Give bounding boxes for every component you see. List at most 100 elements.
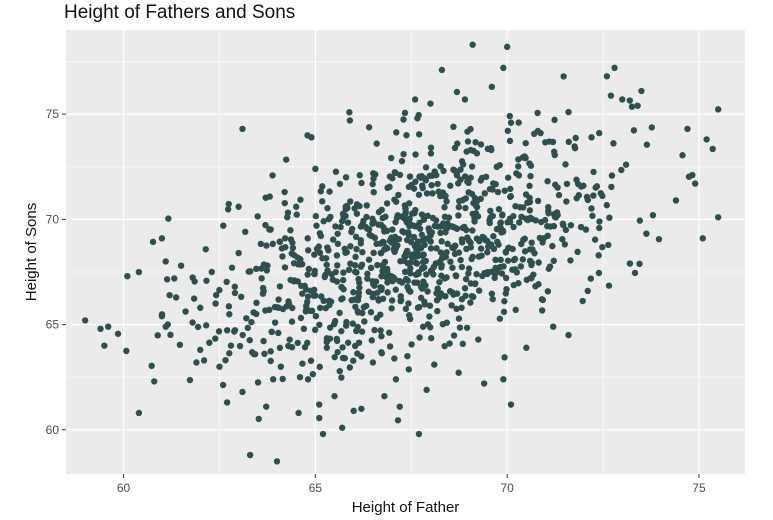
data-point xyxy=(672,197,680,204)
data-point xyxy=(501,354,508,361)
data-point xyxy=(304,132,311,139)
data-point xyxy=(532,217,539,224)
data-point xyxy=(165,215,172,222)
data-point xyxy=(223,399,231,406)
data-point xyxy=(387,154,395,162)
data-point xyxy=(643,230,650,237)
data-point xyxy=(420,278,427,285)
data-point xyxy=(422,257,430,265)
data-point xyxy=(276,344,284,352)
data-point xyxy=(630,127,638,134)
data-point xyxy=(340,214,347,221)
data-point xyxy=(289,239,296,246)
data-point xyxy=(370,218,377,225)
data-point xyxy=(440,167,447,175)
data-point xyxy=(370,249,377,257)
data-point xyxy=(408,341,415,348)
data-point xyxy=(507,193,514,200)
data-point xyxy=(297,196,304,203)
data-point xyxy=(468,293,476,300)
data-point xyxy=(679,152,686,159)
data-point xyxy=(393,129,400,136)
data-point xyxy=(501,298,508,305)
data-point xyxy=(391,355,398,362)
data-point xyxy=(365,256,373,263)
data-point xyxy=(197,346,204,354)
data-point xyxy=(607,92,615,99)
data-point xyxy=(326,188,333,195)
data-point xyxy=(450,332,458,339)
data-point xyxy=(599,243,606,251)
data-point xyxy=(422,177,429,184)
data-point xyxy=(528,239,535,246)
data-point xyxy=(364,275,371,282)
data-point xyxy=(709,145,716,153)
data-point xyxy=(350,407,357,415)
data-point xyxy=(316,363,323,371)
data-point xyxy=(383,265,391,273)
data-point xyxy=(519,256,527,263)
data-point xyxy=(172,294,180,301)
axis-ticks: 60 65 70 75 60 65 70 75 xyxy=(46,107,706,495)
data-point xyxy=(231,289,239,297)
data-point xyxy=(225,303,233,310)
data-point xyxy=(294,339,301,347)
data-point xyxy=(442,224,449,231)
data-point xyxy=(427,100,434,107)
data-point xyxy=(461,173,469,180)
data-point xyxy=(493,225,501,233)
data-point xyxy=(320,297,327,304)
x-tick-label: 60 xyxy=(117,481,131,495)
data-point xyxy=(500,263,507,270)
data-point xyxy=(480,380,488,387)
data-point xyxy=(502,274,510,282)
data-point xyxy=(433,297,441,304)
data-point xyxy=(346,364,354,371)
data-point xyxy=(353,245,360,253)
data-point xyxy=(378,332,385,340)
data-point xyxy=(345,266,353,274)
data-point xyxy=(465,189,472,196)
data-point xyxy=(331,317,339,325)
data-point xyxy=(473,270,480,278)
data-point xyxy=(402,275,410,283)
data-point xyxy=(527,172,534,180)
data-point xyxy=(605,241,612,249)
data-point xyxy=(584,196,592,204)
data-point xyxy=(421,301,429,308)
data-point xyxy=(509,266,516,273)
data-point xyxy=(344,339,352,346)
data-point xyxy=(323,344,331,351)
data-point xyxy=(582,226,590,233)
data-point xyxy=(292,203,300,210)
data-point xyxy=(358,261,366,268)
data-point xyxy=(447,182,454,189)
data-point xyxy=(324,204,331,212)
data-point xyxy=(536,234,544,242)
data-point xyxy=(342,249,349,256)
data-point xyxy=(135,409,143,417)
data-point xyxy=(634,102,641,109)
data-point xyxy=(596,224,603,232)
data-point xyxy=(441,204,448,211)
data-point xyxy=(405,366,412,373)
data-point xyxy=(595,269,603,277)
data-point xyxy=(588,205,595,212)
data-point xyxy=(516,219,523,226)
data-point xyxy=(300,325,308,333)
data-point xyxy=(293,211,300,218)
data-point xyxy=(287,227,294,234)
data-point xyxy=(378,350,386,357)
x-axis-label: Height of Father xyxy=(352,499,460,516)
data-point xyxy=(413,260,421,267)
data-point xyxy=(262,307,269,314)
data-point xyxy=(353,210,361,217)
data-point xyxy=(591,236,599,243)
data-point xyxy=(506,112,513,120)
data-point xyxy=(223,278,230,286)
data-point xyxy=(475,336,482,343)
data-point xyxy=(386,183,393,191)
data-point xyxy=(235,249,242,257)
data-point xyxy=(545,203,552,211)
data-point xyxy=(486,219,493,227)
